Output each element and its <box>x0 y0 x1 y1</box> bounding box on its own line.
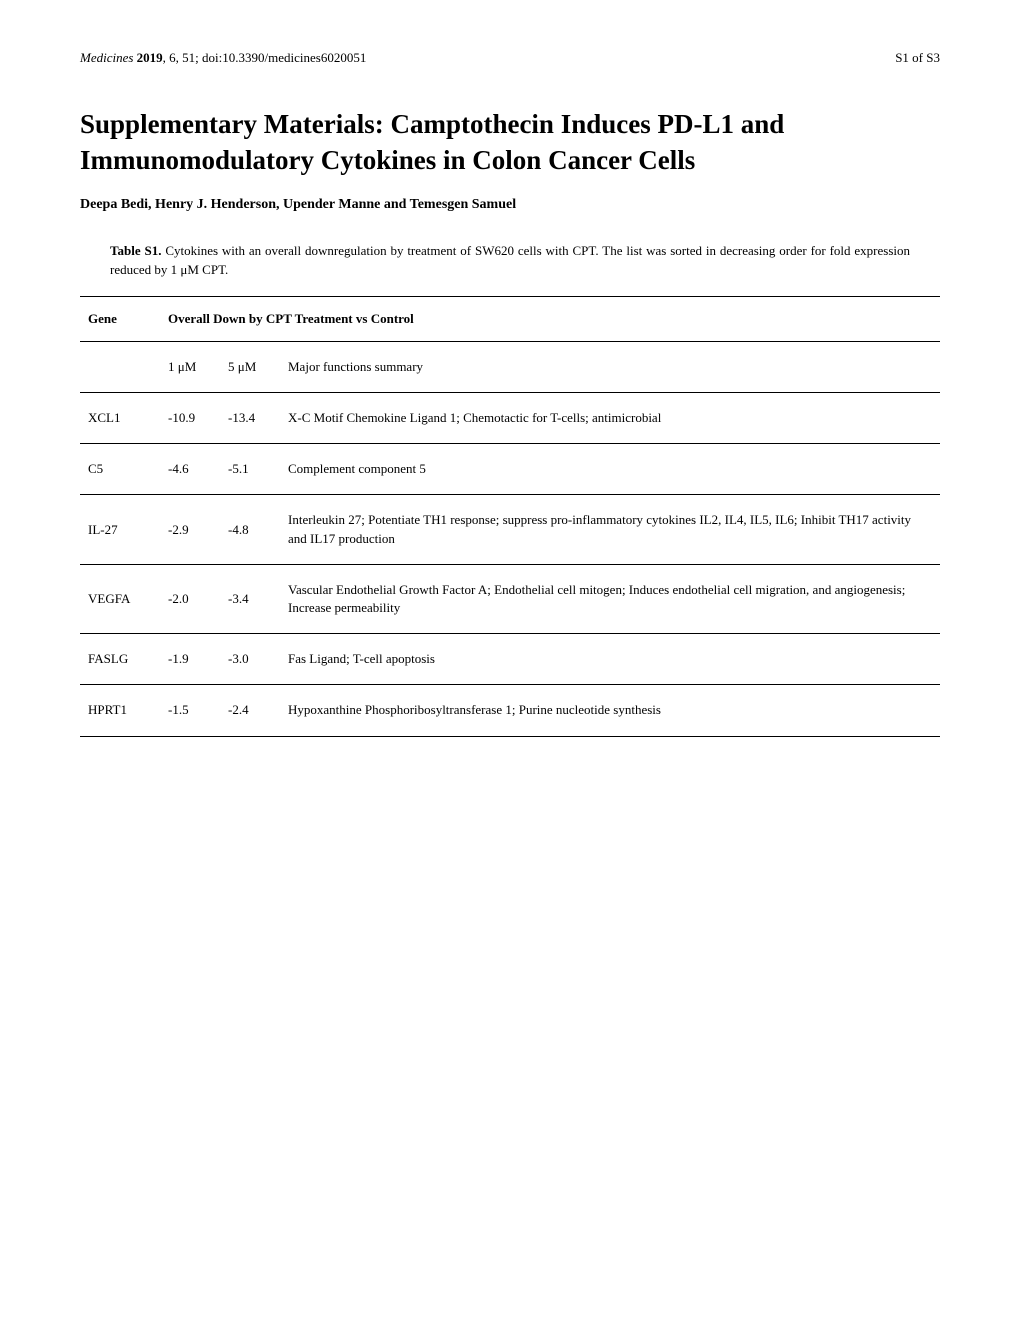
table-subheader-row: 1 μM 5 μM Major functions summary <box>80 341 940 392</box>
subheader-empty <box>80 341 160 392</box>
journal-year-bold: 2019 <box>137 50 163 65</box>
cell-func: Hypoxanthine Phosphoribosyltransferase 1… <box>280 685 940 736</box>
page-number: S1 of S3 <box>895 50 940 66</box>
cell-func: Interleukin 27; Potentiate TH1 response;… <box>280 495 940 564</box>
cell-gene: IL-27 <box>80 495 160 564</box>
table-row: VEGFA -2.0 -3.4 Vascular Endothelial Gro… <box>80 564 940 633</box>
subheader-5um: 5 μM <box>220 341 280 392</box>
cytokines-table: Gene Overall Down by CPT Treatment vs Co… <box>80 296 940 737</box>
cell-1um: -2.9 <box>160 495 220 564</box>
cell-1um: -1.9 <box>160 634 220 685</box>
cell-5um: -5.1 <box>220 444 280 495</box>
cell-gene: FASLG <box>80 634 160 685</box>
table-row: C5 -4.6 -5.1 Complement component 5 <box>80 444 940 495</box>
journal-vol: , 6, 51; <box>163 50 202 65</box>
table-row: XCL1 -10.9 -13.4 X-C Motif Chemokine Lig… <box>80 393 940 444</box>
cell-1um: -2.0 <box>160 564 220 633</box>
cell-1um: -1.5 <box>160 685 220 736</box>
cell-1um: -10.9 <box>160 393 220 444</box>
table-row: HPRT1 -1.5 -2.4 Hypoxanthine Phosphoribo… <box>80 685 940 736</box>
subheader-func: Major functions summary <box>280 341 940 392</box>
cell-gene: HPRT1 <box>80 685 160 736</box>
cell-gene: XCL1 <box>80 393 160 444</box>
cell-5um: -13.4 <box>220 393 280 444</box>
journal-info: Medicines 2019, 6, 51; doi:10.3390/medic… <box>80 50 366 66</box>
header-gene: Gene <box>80 296 160 341</box>
cell-1um: -4.6 <box>160 444 220 495</box>
cell-func: Complement component 5 <box>280 444 940 495</box>
table-label: Table S1. <box>110 243 161 258</box>
journal-name: Medicines <box>80 50 133 65</box>
cell-5um: -3.0 <box>220 634 280 685</box>
cell-gene: C5 <box>80 444 160 495</box>
table-caption-text: Cytokines with an overall downregulation… <box>110 243 910 278</box>
page-header: Medicines 2019, 6, 51; doi:10.3390/medic… <box>80 50 940 66</box>
cell-gene: VEGFA <box>80 564 160 633</box>
cell-func: Vascular Endothelial Growth Factor A; En… <box>280 564 940 633</box>
cell-5um: -2.4 <box>220 685 280 736</box>
cell-func: X-C Motif Chemokine Ligand 1; Chemotacti… <box>280 393 940 444</box>
table-caption: Table S1. Cytokines with an overall down… <box>110 241 910 280</box>
cell-5um: -3.4 <box>220 564 280 633</box>
table-row: IL-27 -2.9 -4.8 Interleukin 27; Potentia… <box>80 495 940 564</box>
article-title: Supplementary Materials: Camptothecin In… <box>80 106 940 179</box>
table-row: FASLG -1.9 -3.0 Fas Ligand; T-cell apopt… <box>80 634 940 685</box>
cell-5um: -4.8 <box>220 495 280 564</box>
header-main: Overall Down by CPT Treatment vs Control <box>160 296 940 341</box>
cell-func: Fas Ligand; T-cell apoptosis <box>280 634 940 685</box>
table-header-row: Gene Overall Down by CPT Treatment vs Co… <box>80 296 940 341</box>
journal-doi: doi:10.3390/medicines6020051 <box>202 50 366 65</box>
subheader-1um: 1 μM <box>160 341 220 392</box>
authors-list: Deepa Bedi, Henry J. Henderson, Upender … <box>80 197 940 213</box>
